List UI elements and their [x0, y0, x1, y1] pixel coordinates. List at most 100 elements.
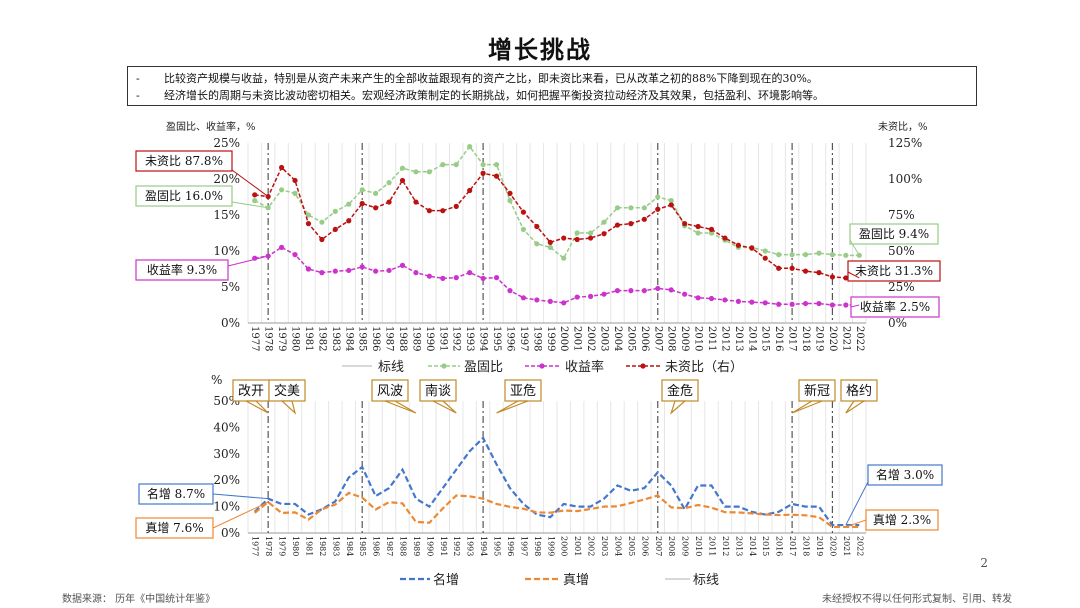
x-tick-label: 1997: [518, 326, 529, 351]
data-point: [426, 208, 432, 214]
x-tick-label: 1987: [385, 536, 394, 556]
x-tick-label: 2019: [815, 536, 824, 556]
x-tick-label: 1979: [278, 536, 287, 556]
y-tick-label: 10%: [213, 500, 240, 514]
x-tick-label: 1985: [357, 326, 368, 351]
data-point: [829, 302, 836, 308]
x-tick-label: 2022: [854, 326, 865, 351]
x-tick-label: 2018: [802, 536, 811, 556]
data-point: [708, 230, 715, 236]
callout-box: [867, 464, 943, 486]
bullet-dash: -: [136, 89, 140, 102]
x-tick-label: 1989: [412, 536, 421, 556]
data-point: [507, 198, 513, 204]
event-label-arrow: [280, 400, 297, 415]
callout-label: 未资比 87.8%: [145, 154, 223, 168]
y-tick-label-right: 25%: [888, 280, 915, 294]
x-tick-label: 2013: [733, 326, 744, 351]
callout-pointer: [845, 481, 869, 526]
legend-label: 盈固比: [464, 360, 503, 375]
x-tick-label: 1991: [439, 536, 448, 556]
callout-box: [847, 260, 941, 282]
x-tick-label: 2006: [639, 326, 650, 351]
data-point: [386, 199, 392, 205]
data-point: [332, 226, 338, 232]
callout-pointer: [845, 519, 867, 528]
data-source: 数据来源： 历年《中国统计年鉴》: [62, 594, 216, 605]
data-point: [467, 144, 473, 150]
data-point: [547, 239, 553, 245]
x-tick-label: 2000: [560, 536, 569, 556]
callout-box: [135, 259, 229, 281]
data-point: [292, 177, 298, 184]
data-point: [668, 202, 674, 208]
data-point: [467, 187, 473, 194]
data-point: [682, 291, 688, 297]
x-tick-label: 1993: [464, 326, 475, 351]
data-point: [453, 162, 459, 168]
x-tick-label: 2010: [693, 326, 704, 351]
x-tick-label: 1991: [437, 326, 448, 351]
data-point: [480, 275, 486, 281]
event-label-arrow: [496, 400, 529, 414]
data-point: [278, 187, 285, 193]
y-tick-label-right: 125%: [888, 136, 922, 150]
data-point: [574, 294, 580, 300]
callout-pointer: [850, 304, 860, 308]
y-tick-label-left: 5%: [221, 280, 240, 294]
x-tick-label: 1999: [546, 536, 555, 556]
data-point: [829, 252, 836, 258]
x-tick-label: 1989: [410, 326, 421, 351]
event-label-arrow: [791, 400, 823, 414]
data-point: [252, 192, 258, 198]
legend-label: 真增: [563, 573, 589, 588]
y-tick-label: 40%: [213, 420, 240, 434]
data-point: [319, 270, 325, 276]
data-point: [802, 268, 809, 274]
legend-label: 标线: [378, 360, 404, 375]
data-point: [762, 255, 768, 261]
legend-dot: [640, 363, 646, 369]
x-tick-label: 1981: [304, 536, 313, 556]
data-point: [614, 222, 621, 228]
x-tick-label: 2014: [748, 536, 757, 556]
callout-pointer: [227, 255, 269, 267]
data-point: [735, 242, 741, 248]
x-tick-label: 1978: [263, 326, 274, 351]
event-label: 金危: [667, 383, 693, 399]
event-label: 格约: [846, 383, 872, 399]
event-label-arrow: [845, 400, 866, 414]
event-label: 南谈: [425, 383, 451, 399]
x-tick-label: 1984: [343, 326, 354, 351]
data-point: [278, 244, 285, 250]
data-point: [386, 180, 392, 186]
y-tick-label-right: 50%: [888, 244, 915, 258]
x-tick-label: 1987: [384, 326, 395, 351]
data-point: [399, 177, 406, 184]
data-point: [332, 268, 338, 274]
x-tick-label: 1981: [303, 326, 314, 351]
data-point: [641, 205, 647, 211]
y-tick-label-left: 20%: [213, 172, 240, 186]
event-label: 改开: [238, 384, 264, 399]
data-point: [292, 252, 298, 258]
page-title: 增长挑战: [488, 35, 592, 64]
data-point: [507, 190, 513, 196]
x-tick-label: 2016: [775, 536, 784, 556]
data-point: [373, 190, 379, 196]
x-tick-label: 1996: [506, 536, 515, 556]
summary-box: - 比较资产规模与收益，特别是从资产未来产生的全部收益跟现有的资产之比，即未资比来…: [127, 66, 977, 106]
y-tick-label-left: 10%: [213, 244, 240, 258]
x-tick-label: 2016: [773, 326, 784, 351]
data-point: [587, 230, 594, 236]
x-tick-label: 2007: [654, 536, 663, 556]
data-point: [359, 187, 365, 193]
data-point: [319, 236, 325, 243]
data-point: [628, 205, 634, 211]
data-point: [305, 266, 312, 272]
x-tick-label: 2014: [746, 326, 757, 351]
callout-label: 真增 7.6%: [145, 521, 203, 535]
data-point: [373, 268, 379, 274]
data-point: [682, 221, 688, 227]
callout-label: 收益率 2.5%: [860, 299, 930, 314]
